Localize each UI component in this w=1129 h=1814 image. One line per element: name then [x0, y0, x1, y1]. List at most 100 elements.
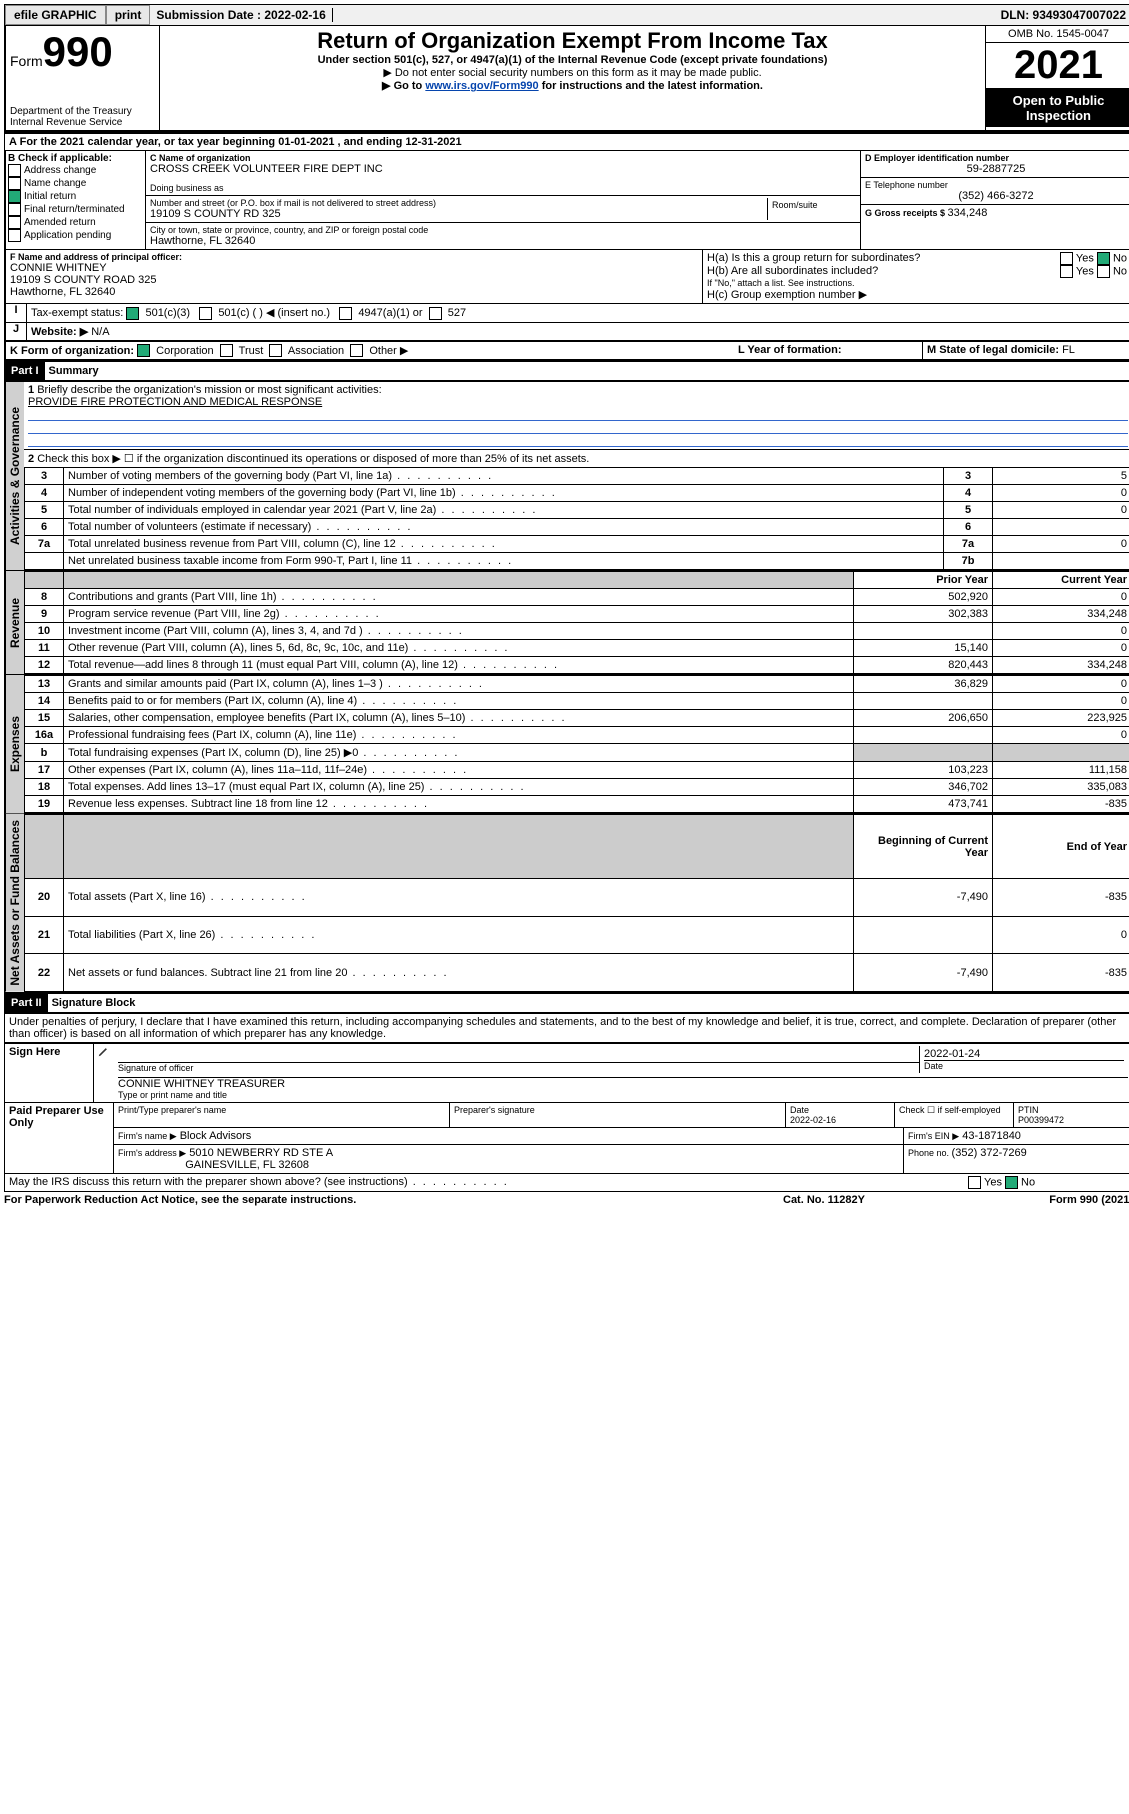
- form-org-label: K Form of organization:: [10, 345, 134, 357]
- sign-here-label: Sign Here: [5, 1044, 94, 1102]
- table-row: 10Investment income (Part VIII, column (…: [25, 623, 1129, 640]
- chk-name-change[interactable]: [8, 177, 21, 190]
- table-row: 15Salaries, other compensation, employee…: [25, 710, 1129, 727]
- chk-other[interactable]: [350, 344, 363, 357]
- table-row: 20Total assets (Part X, line 16)-7,490-8…: [25, 879, 1129, 917]
- org-name-label: C Name of organization: [150, 153, 856, 163]
- form-number: Form990: [10, 28, 155, 76]
- discuss-yes[interactable]: [968, 1176, 981, 1189]
- efile-label: efile GRAPHIC: [5, 5, 106, 25]
- chk-address-change[interactable]: [8, 164, 21, 177]
- table-row: 5Total number of individuals employed in…: [25, 502, 1129, 519]
- table-row: 8Contributions and grants (Part VIII, li…: [25, 589, 1129, 606]
- revenue-table: Prior YearCurrent Year8Contributions and…: [24, 571, 1129, 674]
- tax-exempt-label: Tax-exempt status:: [31, 307, 123, 319]
- discuss-no[interactable]: [1005, 1176, 1018, 1189]
- street-label: Number and street (or P.O. box if mail i…: [150, 198, 767, 208]
- form-num: 990: [43, 28, 113, 75]
- opt-527: 527: [448, 307, 466, 319]
- chk-amended[interactable]: [8, 216, 21, 229]
- street-value: 19109 S COUNTY RD 325: [150, 208, 767, 220]
- discuss-no-label: No: [1021, 1176, 1035, 1188]
- firm-ein: 43-1871840: [962, 1130, 1021, 1142]
- open-inspection: Open to Public Inspection: [986, 89, 1129, 127]
- ein-value: 59-2887725: [865, 163, 1127, 175]
- expenses-table: 13Grants and similar amounts paid (Part …: [24, 675, 1129, 813]
- chk-501c3[interactable]: [126, 307, 139, 320]
- tab-governance: Activities & Governance: [5, 382, 24, 570]
- ptin-label: PTIN: [1018, 1105, 1039, 1115]
- opt-amended: Amended return: [24, 217, 96, 228]
- firm-phone-label: Phone no.: [908, 1148, 952, 1158]
- table-header-row: Beginning of Current YearEnd of Year: [25, 815, 1129, 879]
- tab-expenses: Expenses: [5, 675, 24, 813]
- table-row: 21Total liabilities (Part X, line 26)0: [25, 916, 1129, 954]
- table-row: 18Total expenses. Add lines 13–17 (must …: [25, 779, 1129, 796]
- footer-right: Form 990 (2021): [983, 1194, 1129, 1206]
- opt-other: Other ▶: [369, 345, 408, 357]
- chk-final-return[interactable]: [8, 203, 21, 216]
- chk-application[interactable]: [8, 229, 21, 242]
- chk-initial-return[interactable]: [8, 190, 21, 203]
- chk-trust[interactable]: [220, 344, 233, 357]
- firm-name-label: Firm's name ▶: [118, 1131, 177, 1141]
- type-name-label: Type or print name and title: [118, 1090, 1128, 1100]
- city-label: City or town, state or province, country…: [150, 225, 856, 235]
- no-label: No: [1113, 252, 1127, 264]
- opt-4947: 4947(a)(1) or: [358, 307, 422, 319]
- chk-501c[interactable]: [199, 307, 212, 320]
- phone-value: (352) 466-3272: [865, 190, 1127, 202]
- ha-yes[interactable]: [1060, 252, 1073, 265]
- ptin-value: P00399472: [1018, 1115, 1064, 1125]
- part2-label: Part II: [5, 994, 48, 1012]
- chk-corp[interactable]: [137, 344, 150, 357]
- irs-link[interactable]: www.irs.gov/Form990: [425, 80, 538, 92]
- ha-no[interactable]: [1097, 252, 1110, 265]
- omb-number: OMB No. 1545-0047: [986, 26, 1129, 43]
- part1-header: Part I Summary: [4, 361, 1129, 381]
- chk-assoc[interactable]: [269, 344, 282, 357]
- part2-title: Signature Block: [48, 995, 140, 1011]
- part1-title: Summary: [45, 363, 103, 379]
- table-row: 12Total revenue—add lines 8 through 11 (…: [25, 657, 1129, 674]
- opt-address: Address change: [24, 165, 96, 176]
- print-button[interactable]: print: [106, 5, 151, 25]
- year-formation: L Year of formation:: [734, 342, 923, 360]
- domicile-value: FL: [1062, 344, 1075, 356]
- table-row: Net unrelated business taxable income fr…: [25, 553, 1129, 570]
- chk-527[interactable]: [429, 307, 442, 320]
- governance-table: 3Number of voting members of the governi…: [24, 467, 1129, 570]
- prep-sig-label: Preparer's signature: [450, 1103, 786, 1127]
- footer-left: For Paperwork Reduction Act Notice, see …: [4, 1194, 783, 1206]
- opt-501c3: 501(c)(3): [145, 307, 190, 319]
- opt-name: Name change: [24, 178, 86, 189]
- col-b-checkboxes: B Check if applicable: Address change Na…: [6, 151, 146, 249]
- prep-date: 2022-02-16: [790, 1115, 836, 1125]
- hb-label: H(b) Are all subordinates included?: [707, 265, 1060, 278]
- prep-name-label: Print/Type preparer's name: [114, 1103, 450, 1127]
- hb-yes[interactable]: [1060, 265, 1073, 278]
- irs-label: Internal Revenue Service: [10, 117, 155, 128]
- paid-preparer-label: Paid Preparer Use Only: [5, 1103, 114, 1173]
- table-row: 13Grants and similar amounts paid (Part …: [25, 676, 1129, 693]
- footer-mid: Cat. No. 11282Y: [783, 1194, 983, 1206]
- q1-label: Briefly describe the organization's miss…: [37, 384, 381, 396]
- chk-4947[interactable]: [339, 307, 352, 320]
- hb-note: If "No," attach a list. See instructions…: [707, 278, 1127, 288]
- table-row: 17Other expenses (Part IX, column (A), l…: [25, 762, 1129, 779]
- hb-no[interactable]: [1097, 265, 1110, 278]
- table-row: 19Revenue less expenses. Subtract line 1…: [25, 796, 1129, 813]
- form-title: Return of Organization Exempt From Incom…: [166, 28, 979, 54]
- table-row: 16aProfessional fundraising fees (Part I…: [25, 727, 1129, 744]
- officer-name: CONNIE WHITNEY: [10, 262, 698, 274]
- firm-addr2: GAINESVILLE, FL 32608: [185, 1159, 309, 1171]
- officer-street: 19109 S COUNTY ROAD 325: [10, 274, 698, 286]
- discuss-yes-label: Yes: [984, 1176, 1002, 1188]
- section-a-taxyear: A For the 2021 calendar year, or tax yea…: [4, 132, 1129, 151]
- no-label2: No: [1113, 265, 1127, 277]
- dln-value: DLN: 93493047007022: [995, 8, 1129, 22]
- form-note-ssn: Do not enter social security numbers on …: [166, 66, 979, 79]
- dept-treasury: Department of the Treasury: [10, 106, 155, 117]
- table-row: 7aTotal unrelated business revenue from …: [25, 536, 1129, 553]
- gross-value: 334,248: [948, 207, 988, 219]
